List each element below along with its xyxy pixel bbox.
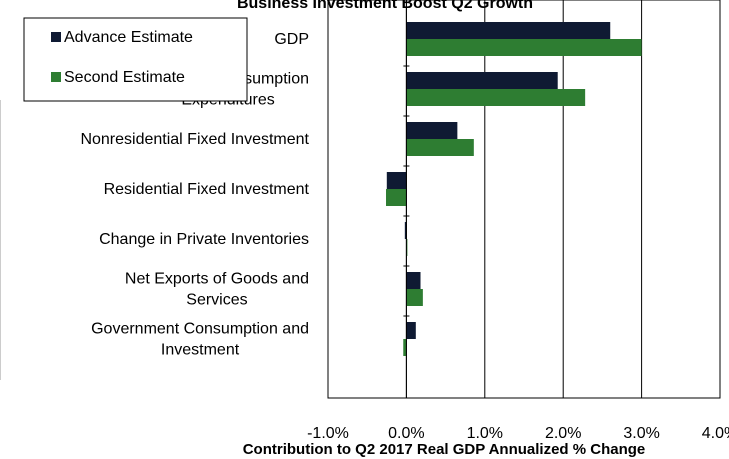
bar-second-estimate bbox=[403, 339, 407, 356]
category-label-line: GDP bbox=[274, 31, 309, 48]
bar-second-estimate bbox=[406, 139, 474, 156]
bar-advance-estimate bbox=[404, 222, 407, 239]
bar-second-estimate bbox=[406, 289, 423, 306]
zero-axis bbox=[403, 0, 410, 398]
bar-advance-estimate bbox=[406, 322, 416, 339]
x-axis-title: Contribution to Q2 2017 Real GDP Annuali… bbox=[243, 441, 646, 458]
bars bbox=[386, 22, 642, 356]
category-label: GDP bbox=[274, 31, 309, 48]
x-tick-label: 0.0% bbox=[388, 425, 424, 442]
category-label: Nonresidential Fixed Investment bbox=[80, 131, 309, 148]
category-labels: GDPPersonal ConsumptionExpendituresNonre… bbox=[80, 31, 309, 359]
bar-second-estimate bbox=[386, 189, 407, 206]
bar-second-estimate bbox=[406, 89, 586, 106]
legend-label: Advance Estimate bbox=[64, 29, 193, 46]
category-label: Residential Fixed Investment bbox=[104, 181, 310, 198]
legend-swatch bbox=[51, 72, 61, 82]
category-label-line: Services bbox=[186, 292, 247, 309]
bar-advance-estimate bbox=[406, 22, 611, 39]
x-tick-label: 1.0% bbox=[467, 425, 503, 442]
legend-swatch bbox=[51, 32, 61, 42]
x-tick-label: -1.0% bbox=[307, 425, 349, 442]
x-tick-label: 3.0% bbox=[623, 425, 659, 442]
bar-second-estimate bbox=[406, 39, 642, 56]
chart-title: Business Investment Boost Q2 Growth bbox=[237, 0, 533, 12]
category-label: Net Exports of Goods and Services bbox=[125, 271, 309, 309]
bar-advance-estimate bbox=[406, 122, 458, 139]
x-tick-label: 4.0% bbox=[702, 425, 729, 442]
x-tick-labels: -1.0% 0.0% 1.0% 2.0% 3.0% 4.0% bbox=[307, 425, 729, 442]
x-tick-label: 2.0% bbox=[545, 425, 581, 442]
category-label-line: Nonresidential Fixed Investment bbox=[80, 131, 309, 148]
legend-box bbox=[23, 17, 248, 102]
bar-advance-estimate bbox=[406, 272, 421, 289]
category-label-line: Residential Fixed Investment bbox=[104, 181, 310, 198]
category-label-line: Investment bbox=[161, 342, 240, 359]
bar-advance-estimate bbox=[406, 72, 558, 89]
category-label: Change in Private Inventories bbox=[99, 231, 309, 248]
gridlines bbox=[405, 0, 643, 398]
plot-area-frame bbox=[327, 0, 721, 399]
bar-advance-estimate bbox=[386, 172, 407, 189]
category-label-line: Change in Private Inventories bbox=[99, 231, 309, 248]
category-label-line: Net Exports of Goods and bbox=[125, 271, 309, 288]
legend: Advance Estimate Second Estimate bbox=[23, 17, 248, 102]
category-label: Government Consumption and Investment bbox=[91, 321, 309, 359]
legend-label: Second Estimate bbox=[64, 69, 185, 86]
category-label-line: Government Consumption and bbox=[91, 321, 309, 338]
